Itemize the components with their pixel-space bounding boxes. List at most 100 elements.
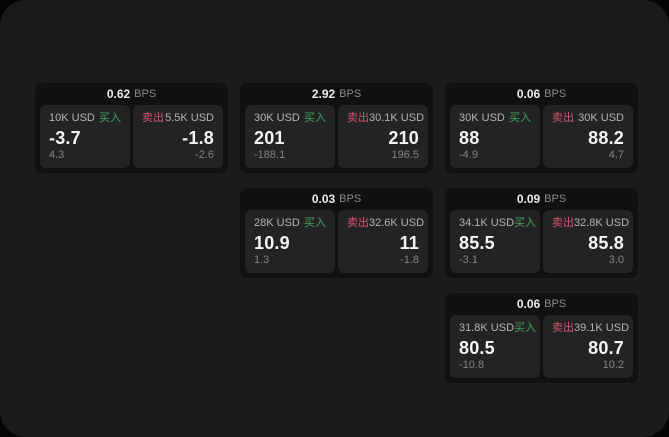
sell-tile[interactable]: 卖出 30K USD 88.2 4.7: [543, 105, 633, 168]
buy-tile-header: 30K USD 买入: [459, 112, 531, 125]
bps-value: 2.92: [311, 87, 336, 101]
buy-sub-value: 1.3: [254, 254, 270, 266]
buy-sub-value: -10.8: [459, 359, 485, 371]
buy-sub-value: 4.3: [49, 149, 65, 161]
sell-tile-header: 卖出 5.5K USD: [142, 112, 214, 125]
buy-tile-header: 10K USD 买入: [49, 112, 121, 125]
sell-price: 11: [399, 233, 419, 253]
sell-tile-header: 卖出 30.1K USD: [347, 112, 424, 125]
buy-tile[interactable]: 30K USD 买入 201 -188.1: [245, 105, 335, 168]
bps-value: 0.06: [516, 87, 541, 101]
sell-size-label: 32.6K USD: [369, 217, 425, 229]
bps-header: 0.62 BPS: [40, 83, 223, 105]
buy-side-label: 买入: [99, 112, 121, 124]
quote-tiles: 30K USD 买入 88 -4.9 卖出 30K USD 88.2 4.7: [450, 105, 633, 168]
quote-card-1: 0.62 BPS 10K USD 买入 -3.7 4.3 卖出 5.5K USD: [35, 83, 228, 173]
buy-size-label: 30K USD: [254, 112, 300, 124]
buy-tile[interactable]: 31.8K USD 买入 80.5 -10.8: [450, 315, 540, 378]
sell-price: 210: [388, 128, 419, 148]
sell-size-label: 5.5K USD: [165, 112, 214, 124]
sell-price: 80.7: [588, 338, 624, 358]
buy-sub-value: -4.9: [459, 149, 478, 161]
buy-size-label: 34.1K USD: [459, 217, 515, 229]
sell-side-label: 卖出: [552, 112, 574, 124]
sell-price: 85.8: [588, 233, 624, 253]
buy-tile-header: 34.1K USD 买入: [459, 217, 536, 230]
sell-sub-value: -1.8: [400, 254, 419, 266]
quote-tiles: 34.1K USD 买入 85.5 -3.1 卖出 32.8K USD 85.8…: [450, 210, 633, 273]
sell-tile[interactable]: 卖出 30.1K USD 210 196.5: [338, 105, 428, 168]
sell-tile[interactable]: 卖出 5.5K USD -1.8 -2.6: [133, 105, 223, 168]
quote-card-5: 0.09 BPS 34.1K USD 买入 85.5 -3.1 卖出 32.8K…: [445, 188, 638, 278]
sell-side-label: 卖出: [552, 322, 574, 334]
bps-value: 0.62: [106, 87, 131, 101]
quote-tiles: 28K USD 买入 10.9 1.3 卖出 32.6K USD 11 -1.8: [245, 210, 428, 273]
sell-size-label: 32.8K USD: [574, 217, 630, 229]
buy-side-label: 买入: [304, 112, 326, 124]
buy-side-label: 买入: [304, 217, 326, 229]
sell-tile-header: 卖出 30K USD: [552, 112, 624, 125]
buy-price: 88: [459, 128, 480, 148]
sell-price: -1.8: [182, 128, 214, 148]
buy-sub-value: -188.1: [254, 149, 286, 161]
bps-unit: BPS: [544, 298, 567, 310]
sell-tile[interactable]: 卖出 32.8K USD 85.8 3.0: [543, 210, 633, 273]
buy-price: 201: [254, 128, 285, 148]
sell-tile[interactable]: 卖出 32.6K USD 11 -1.8: [338, 210, 428, 273]
buy-size-label: 31.8K USD: [459, 322, 515, 334]
buy-tile[interactable]: 10K USD 买入 -3.7 4.3: [40, 105, 130, 168]
bps-value: 0.09: [516, 192, 541, 206]
bps-unit: BPS: [544, 193, 567, 205]
sell-size-label: 30K USD: [578, 112, 624, 124]
bps-unit: BPS: [339, 193, 362, 205]
buy-side-label: 买入: [514, 217, 537, 229]
bps-header: 0.06 BPS: [450, 293, 633, 315]
bps-unit: BPS: [544, 88, 567, 100]
sell-tile-header: 卖出 39.1K USD: [552, 322, 629, 335]
bps-unit: BPS: [339, 88, 362, 100]
sell-sub-value: -2.6: [195, 149, 214, 161]
quote-tiles: 10K USD 买入 -3.7 4.3 卖出 5.5K USD -1.8 -2.…: [40, 105, 223, 168]
buy-price: 85.5: [459, 233, 495, 253]
buy-tile[interactable]: 30K USD 买入 88 -4.9: [450, 105, 540, 168]
sell-side-label: 卖出: [347, 112, 369, 124]
quote-card-4: 0.03 BPS 28K USD 买入 10.9 1.3 卖出 32.6K US…: [240, 188, 433, 278]
sell-size-label: 30.1K USD: [369, 112, 425, 124]
sell-sub-value: 10.2: [602, 359, 624, 371]
bps-value: 0.06: [516, 297, 541, 311]
bps-value: 0.03: [311, 192, 336, 206]
quote-cards-grid: 0.62 BPS 10K USD 买入 -3.7 4.3 卖出 5.5K USD: [35, 83, 638, 383]
sell-tile-header: 卖出 32.6K USD: [347, 217, 424, 230]
sell-sub-value: 4.7: [608, 149, 624, 161]
bps-header: 0.09 BPS: [450, 188, 633, 210]
buy-size-label: 28K USD: [254, 217, 300, 229]
sell-sub-value: 3.0: [608, 254, 624, 266]
buy-sub-value: -3.1: [459, 254, 478, 266]
buy-side-label: 买入: [509, 112, 531, 124]
sell-side-label: 卖出: [142, 112, 164, 124]
bps-unit: BPS: [134, 88, 157, 100]
bps-header: 0.06 BPS: [450, 83, 633, 105]
buy-tile[interactable]: 34.1K USD 买入 85.5 -3.1: [450, 210, 540, 273]
sell-price: 88.2: [588, 128, 624, 148]
buy-tile-header: 30K USD 买入: [254, 112, 326, 125]
buy-tile-header: 31.8K USD 买入: [459, 322, 536, 335]
buy-size-label: 30K USD: [459, 112, 505, 124]
quote-card-2: 2.92 BPS 30K USD 买入 201 -188.1 卖出 30.1K …: [240, 83, 433, 173]
quote-card-3: 0.06 BPS 30K USD 买入 88 -4.9 卖出 30K USD: [445, 83, 638, 173]
buy-tile-header: 28K USD 买入: [254, 217, 326, 230]
sell-tile[interactable]: 卖出 39.1K USD 80.7 10.2: [543, 315, 633, 378]
buy-tile[interactable]: 28K USD 买入 10.9 1.3: [245, 210, 335, 273]
buy-price: -3.7: [49, 128, 81, 148]
quote-tiles: 31.8K USD 买入 80.5 -10.8 卖出 39.1K USD 80.…: [450, 315, 633, 378]
sell-tile-header: 卖出 32.8K USD: [552, 217, 629, 230]
buy-size-label: 10K USD: [49, 112, 95, 124]
sell-sub-value: 196.5: [391, 149, 419, 161]
bps-header: 2.92 BPS: [245, 83, 428, 105]
buy-price: 10.9: [254, 233, 290, 253]
bps-header: 0.03 BPS: [245, 188, 428, 210]
buy-side-label: 买入: [514, 322, 537, 334]
buy-price: 80.5: [459, 338, 495, 358]
sell-side-label: 卖出: [552, 217, 574, 229]
